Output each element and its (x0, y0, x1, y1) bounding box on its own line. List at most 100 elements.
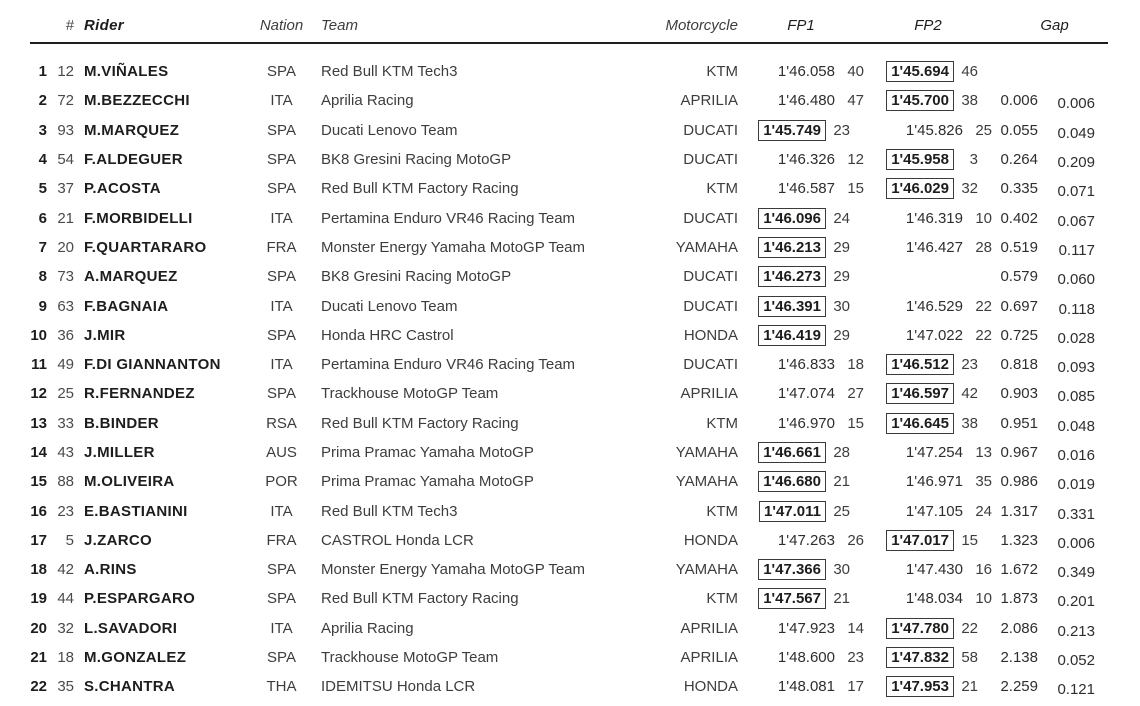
gap-to-leader-cell: 1.317 (1000, 502, 1038, 520)
fp2-laps: 32 (961, 180, 978, 198)
motorcycle-cell: DUCATI (683, 268, 738, 286)
fp1-time: 1'47.366 (758, 559, 826, 581)
col-header-position: # (65, 16, 74, 34)
gap-to-previous-cell: 0.067 (1057, 212, 1095, 230)
rider-name-cell: M.MARQUEZ (84, 121, 180, 139)
nation-cell: SPA (267, 385, 296, 403)
team-cell: BK8 Gresini Racing MotoGP (321, 268, 512, 286)
team-cell: Pertamina Enduro VR46 Racing Team (321, 356, 576, 374)
fp2-time: 1'47.780 (886, 617, 954, 639)
fp2-laps: 3 (969, 151, 978, 169)
nation-cell: POR (265, 473, 298, 491)
gap-to-leader-cell: 1.873 (1000, 590, 1038, 608)
fp1-laps: 15 (847, 414, 864, 432)
gap-to-leader-cell: 0.579 (1000, 268, 1038, 286)
fp1-cell: 1'48.081 17 (738, 676, 864, 697)
gap-to-previous-cell: 0.331 (1057, 505, 1095, 523)
rider-number-cell: 49 (57, 356, 74, 374)
rider-name-cell: M.BEZZECCHI (84, 92, 190, 110)
results-table-body: 1 12 M.VIÑALES SPA Red Bull KTM Tech3 KT… (0, 44, 1140, 702)
table-row: 3 93 M.MARQUEZ SPA Ducati Lenovo Team DU… (0, 116, 1140, 145)
fp2-cell: 1'47.022 22 (864, 325, 992, 346)
motorcycle-cell: KTM (706, 590, 738, 608)
rider-number-cell: 42 (57, 561, 74, 579)
table-row: 13 33 B.BINDER RSA Red Bull KTM Factory … (0, 409, 1140, 438)
table-row: 22 35 S.CHANTRA THA IDEMITSU Honda LCR H… (0, 672, 1140, 701)
fp1-time: 1'47.567 (758, 588, 826, 610)
fp2-time: 1'45.826 (905, 121, 963, 139)
fp1-cell: 1'46.213 29 (738, 236, 864, 258)
table-row: 7 20 F.QUARTARARO FRA Monster Energy Yam… (0, 233, 1140, 262)
team-cell: Aprilia Racing (321, 619, 414, 637)
fp1-laps: 28 (833, 444, 850, 461)
nation-cell: FRA (266, 531, 297, 549)
rider-number-cell: 12 (57, 63, 74, 81)
rider-name-cell: J.MIR (84, 326, 126, 344)
rider-number-cell: 88 (57, 473, 74, 491)
rider-name-cell: J.ZARCO (84, 531, 152, 549)
rider-name-cell: A.RINS (84, 561, 137, 579)
fp2-time: 1'47.430 (905, 561, 963, 579)
fp2-time: 1'45.694 (886, 61, 954, 83)
rider-number-cell: 21 (57, 209, 74, 227)
fp2-cell: 1'45.826 25 (864, 120, 992, 141)
team-cell: IDEMITSU Honda LCR (321, 678, 476, 696)
fp2-laps: 10 (975, 590, 992, 608)
team-cell: Prima Pramac Yamaha MotoGP (321, 473, 534, 491)
gap-to-leader-cell: 1.672 (1000, 561, 1038, 579)
gap-to-previous-cell: 0.028 (1057, 329, 1095, 347)
fp1-time: 1'46.587 (777, 180, 835, 198)
rider-name-cell: E.BASTIANINI (84, 502, 188, 520)
motorcycle-cell: HONDA (683, 531, 738, 549)
team-cell: Trackhouse MotoGP Team (321, 649, 499, 667)
rider-number-cell: 93 (57, 121, 74, 139)
fp2-laps: 28 (975, 238, 992, 256)
rider-name-cell: F.ALDEGUER (84, 151, 183, 169)
gap-to-previous-cell: 0.093 (1057, 359, 1095, 377)
fp1-laps: 29 (833, 268, 850, 286)
fp2-cell: 1'45.700 38 (864, 90, 992, 112)
position-cell: 19 (30, 590, 47, 608)
gap-to-leader-cell: 0.967 (1000, 444, 1038, 461)
gap-to-leader-cell: 0.006 (1000, 92, 1038, 110)
fp1-laps: 47 (847, 92, 864, 110)
fp1-cell: 1'46.391 30 (738, 295, 864, 317)
rider-name-cell: F.QUARTARARO (84, 238, 207, 256)
nation-cell: SPA (267, 649, 296, 667)
col-header-fp1: FP1 (787, 16, 815, 34)
motorcycle-cell: KTM (706, 180, 738, 198)
motorcycle-cell: KTM (706, 502, 738, 520)
table-header: # Rider Nation Team Motorcycle FP1 FP2 G… (0, 0, 1140, 42)
fp1-laps: 26 (847, 531, 864, 549)
table-row: 11 49 F.DI GIANNANTON ITA Pertamina Endu… (0, 350, 1140, 379)
motorcycle-cell: HONDA (683, 678, 738, 696)
fp2-time: 1'47.953 (886, 676, 954, 698)
fp2-time: 1'47.832 (886, 647, 954, 669)
nation-cell: SPA (267, 561, 296, 579)
motorcycle-cell: DUCATI (683, 356, 738, 374)
fp1-laps: 25 (833, 502, 850, 520)
rider-name-cell: F.MORBIDELLI (84, 209, 193, 227)
nation-cell: FRA (266, 238, 297, 256)
rider-name-cell: F.DI GIANNANTON (84, 356, 221, 374)
position-cell: 5 (38, 180, 47, 198)
fp2-laps: 22 (961, 619, 978, 637)
team-cell: Ducati Lenovo Team (321, 297, 458, 315)
gap-to-leader-cell: 0.335 (1000, 180, 1038, 198)
table-row: 9 63 F.BAGNAIA ITA Ducati Lenovo Team DU… (0, 291, 1140, 320)
fp1-cell: 1'45.749 23 (738, 119, 864, 141)
fp2-cell: 1'47.105 24 (864, 501, 992, 522)
fp1-laps: 18 (847, 356, 864, 374)
fp2-cell: 1'45.958 3 (864, 149, 992, 171)
table-row: 16 23 E.BASTIANINI ITA Red Bull KTM Tech… (0, 496, 1140, 525)
fp1-time: 1'46.833 (777, 356, 835, 374)
fp1-laps: 24 (833, 209, 850, 227)
fp1-time: 1'47.923 (777, 619, 835, 637)
fp1-time: 1'46.419 (758, 324, 826, 346)
fp2-time: 1'46.512 (886, 354, 954, 376)
fp1-time: 1'46.326 (777, 151, 835, 169)
fp2-cell: 1'46.029 32 (864, 178, 992, 200)
table-row: 15 88 M.OLIVEIRA POR Prima Pramac Yamaha… (0, 467, 1140, 496)
fp2-cell: 1'46.319 10 (864, 208, 992, 229)
table-row: 10 36 J.MIR SPA Honda HRC Castrol HONDA … (0, 321, 1140, 350)
